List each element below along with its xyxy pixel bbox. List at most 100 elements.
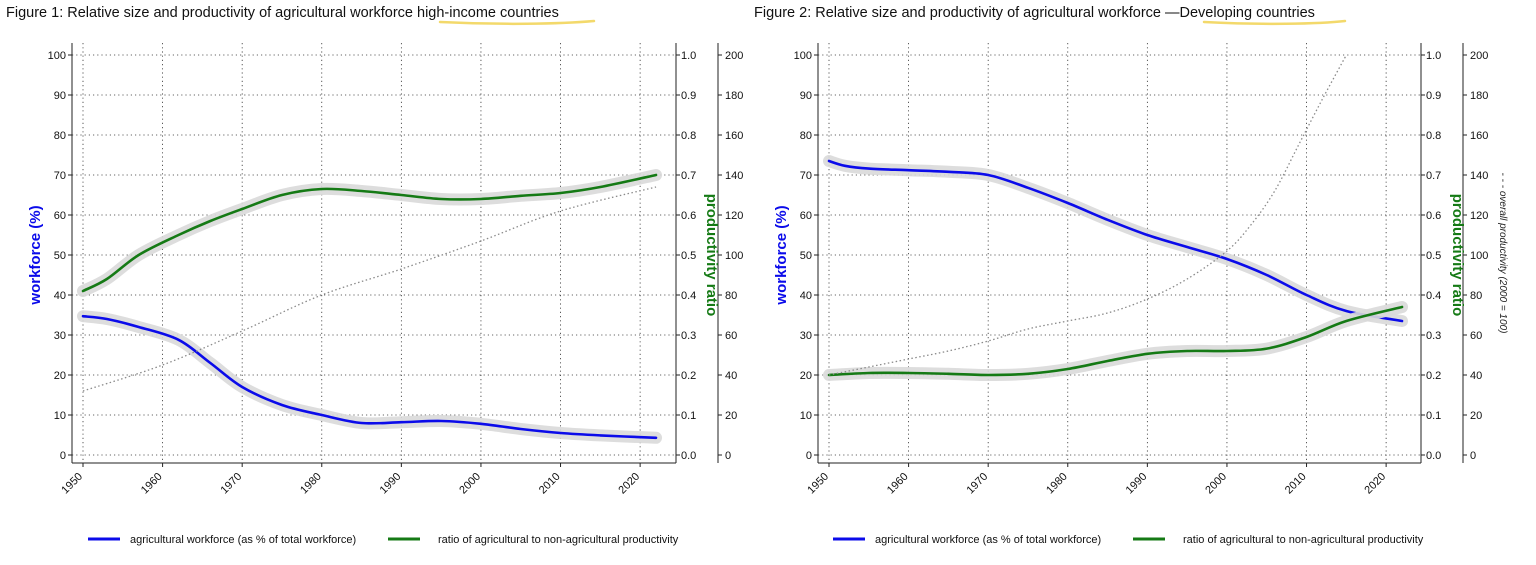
- y-left-tick-label: 50: [54, 250, 66, 262]
- y-right-tick-label: 0.4: [681, 290, 696, 302]
- y-right-tick-label: 0.7: [1426, 170, 1441, 182]
- y-left-tick-label: 20: [800, 370, 812, 382]
- x-tick-label: 1950: [805, 471, 831, 497]
- y-left-tick-label: 0: [806, 450, 812, 462]
- x-tick-label: 1990: [1124, 471, 1150, 497]
- figure-2: Figure 2: Relative size and productivity…: [754, 5, 1508, 546]
- y-left-tick-label: 100: [794, 50, 812, 62]
- x-tick-label: 1980: [1044, 471, 1070, 497]
- figure-1-title-underline: [438, 19, 596, 26]
- figure-2-y-left-label: workforce (%): [773, 205, 790, 305]
- y-left-tick-label: 60: [54, 210, 66, 222]
- y-left-tick-label: 60: [800, 210, 812, 222]
- y-right-tick-label: 0.4: [1426, 290, 1441, 302]
- productivity-ratio-line: [827, 305, 1404, 377]
- y-right-tick-label: 1.0: [681, 50, 696, 62]
- y-right-tick-label: 0.1: [681, 410, 696, 422]
- confidence-band: [77, 310, 663, 444]
- y-far-tick-label: 120: [1470, 210, 1488, 222]
- legend-label-workforce: agricultural workforce (as % of total wo…: [130, 534, 356, 546]
- figure-2-title-highlight: Developing countries: [1180, 5, 1315, 21]
- y-right-tick-label: 0.7: [681, 170, 696, 182]
- y-left-tick-label: 50: [800, 250, 812, 262]
- y-right-tick-label: 0.5: [1426, 250, 1441, 262]
- y-far-tick-label: 20: [725, 410, 737, 422]
- figure-2-grid: [818, 43, 1421, 463]
- y-left-tick-label: 80: [54, 130, 66, 142]
- y-left-tick-label: 40: [800, 290, 812, 302]
- y-left-tick-label: 90: [54, 90, 66, 102]
- productivity-ratio-line: [81, 173, 658, 293]
- y-left-tick-label: 30: [54, 330, 66, 342]
- figure-2-y-far-label: - - - overall productivity (2000 = 100): [1497, 173, 1508, 334]
- y-left-tick-label: 90: [800, 90, 812, 102]
- y-right-tick-label: 0.8: [681, 130, 696, 142]
- figure-1: Figure 1: Relative size and productivity…: [6, 5, 743, 546]
- y-far-tick-label: 160: [1470, 130, 1488, 142]
- confidence-band: [823, 155, 1409, 327]
- y-far-tick-label: 100: [725, 250, 743, 262]
- y-far-tick-label: 0: [1470, 450, 1476, 462]
- legend-label-workforce: agricultural workforce (as % of total wo…: [875, 534, 1101, 546]
- legend-label-productivity: ratio of agricultural to non-agricultura…: [1183, 534, 1424, 546]
- y-right-tick-label: 0.9: [681, 90, 696, 102]
- figure-2-title-underline: [1202, 19, 1347, 26]
- overall-productivity-line: [82, 186, 657, 392]
- y-far-tick-label: 180: [1470, 90, 1488, 102]
- y-left-tick-label: 100: [48, 50, 66, 62]
- x-tick-label: 1950: [59, 471, 85, 497]
- y-far-tick-label: 200: [725, 50, 743, 62]
- y-left-tick-label: 40: [54, 290, 66, 302]
- figure-2-title: Figure 2: Relative size and productivity…: [754, 5, 1315, 21]
- y-far-tick-label: 60: [1470, 330, 1482, 342]
- x-tick-label: 1960: [885, 471, 911, 497]
- y-right-tick-label: 0.2: [681, 370, 696, 382]
- x-tick-label: 2020: [616, 471, 642, 497]
- y-far-tick-label: 120: [725, 210, 743, 222]
- y-far-tick-label: 200: [1470, 50, 1488, 62]
- figure-1-legend: agricultural workforce (as % of total wo…: [88, 534, 679, 546]
- overall-productivity-line: [828, 54, 1347, 376]
- y-far-tick-label: 20: [1470, 410, 1482, 422]
- legend-label-productivity: ratio of agricultural to non-agricultura…: [438, 534, 679, 546]
- y-far-tick-label: 140: [1470, 170, 1488, 182]
- y-right-tick-label: 0.6: [681, 210, 696, 222]
- y-far-tick-label: 100: [1470, 250, 1488, 262]
- x-tick-label: 2010: [537, 471, 563, 497]
- y-right-tick-label: 0.5: [681, 250, 696, 262]
- y-right-tick-label: 0.8: [1426, 130, 1441, 142]
- y-right-tick-label: 1.0: [1426, 50, 1441, 62]
- y-left-tick-label: 10: [54, 410, 66, 422]
- y-far-tick-label: 40: [725, 370, 737, 382]
- y-far-tick-label: 140: [725, 170, 743, 182]
- figure-2-y-right-label: productivity ratio: [1449, 194, 1466, 317]
- y-left-tick-label: 70: [54, 170, 66, 182]
- y-right-tick-label: 0.6: [1426, 210, 1441, 222]
- x-tick-label: 1970: [965, 471, 991, 497]
- y-right-tick-label: 0.2: [1426, 370, 1441, 382]
- x-tick-label: 2000: [1203, 471, 1229, 497]
- y-left-tick-label: 30: [800, 330, 812, 342]
- figure-1-y-right-label: productivity ratio: [703, 194, 720, 317]
- figure-1-title: Figure 1: Relative size and productivity…: [6, 5, 559, 21]
- x-tick-label: 2000: [457, 471, 483, 497]
- y-far-tick-label: 160: [725, 130, 743, 142]
- y-left-tick-label: 0: [60, 450, 66, 462]
- y-right-tick-label: 0.3: [1426, 330, 1441, 342]
- x-tick-label: 1960: [139, 471, 165, 497]
- y-left-tick-label: 70: [800, 170, 812, 182]
- figure-1-title-highlight: high-income countries: [417, 5, 559, 21]
- y-right-tick-label: 0.1: [1426, 410, 1441, 422]
- x-tick-label: 2010: [1283, 471, 1309, 497]
- y-right-tick-label: 0.9: [1426, 90, 1441, 102]
- x-tick-label: 1970: [219, 471, 245, 497]
- y-far-tick-label: 40: [1470, 370, 1482, 382]
- y-far-tick-label: 80: [725, 290, 737, 302]
- y-far-tick-label: 180: [725, 90, 743, 102]
- x-tick-label: 1980: [298, 471, 324, 497]
- figure-1-grid: [72, 43, 676, 463]
- x-tick-label: 1990: [378, 471, 404, 497]
- figure-1-y-left-label: workforce (%): [27, 205, 44, 305]
- figure-2-legend: agricultural workforce (as % of total wo…: [833, 534, 1424, 546]
